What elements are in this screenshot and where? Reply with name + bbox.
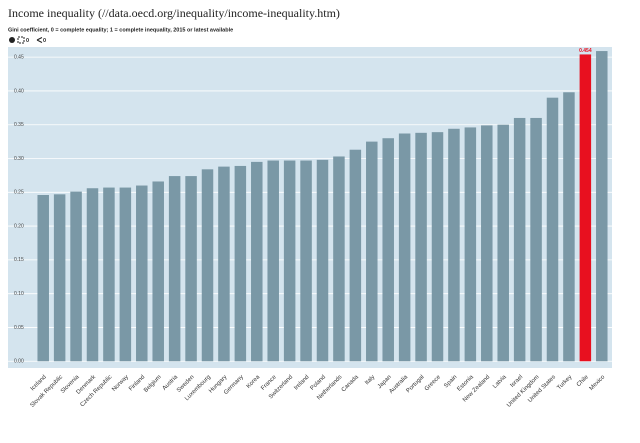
bar bbox=[103, 187, 115, 362]
x-tick-label: Greece bbox=[424, 374, 443, 393]
y-tick-label: 0.05 bbox=[14, 325, 24, 331]
x-tick-label: Latvia bbox=[492, 374, 508, 390]
x-tick-label: Mexico bbox=[589, 374, 607, 392]
y-tick-label: 0.15 bbox=[14, 257, 24, 263]
embed-count: 0 bbox=[26, 38, 29, 44]
info-icon[interactable] bbox=[9, 37, 15, 43]
bar bbox=[448, 128, 460, 362]
bar bbox=[185, 176, 197, 362]
x-tick-label: Belgium bbox=[143, 374, 163, 394]
bar bbox=[316, 159, 329, 362]
bar bbox=[333, 156, 345, 362]
x-tick-label: Portugal bbox=[406, 374, 426, 394]
x-tick-label: Israel bbox=[510, 374, 525, 389]
bar bbox=[579, 54, 592, 362]
bar bbox=[366, 141, 378, 362]
x-tick-label: Spain bbox=[443, 374, 458, 389]
bar bbox=[53, 194, 66, 362]
bar bbox=[136, 185, 148, 362]
bar bbox=[481, 125, 493, 362]
y-tick-label: 0.30 bbox=[14, 156, 24, 162]
bar bbox=[37, 194, 49, 362]
bar bbox=[398, 133, 411, 362]
y-tick-label: 0.10 bbox=[14, 291, 24, 297]
bar bbox=[201, 169, 214, 362]
bar bbox=[218, 166, 230, 362]
bar bbox=[152, 181, 164, 362]
bar bbox=[513, 117, 526, 362]
bar bbox=[382, 138, 394, 362]
bar bbox=[596, 51, 608, 362]
bar bbox=[464, 127, 477, 362]
bar bbox=[497, 124, 509, 362]
bar bbox=[168, 176, 181, 362]
x-tick-label: Italy bbox=[364, 374, 376, 386]
bar bbox=[415, 132, 427, 362]
share-icon[interactable] bbox=[36, 37, 43, 43]
bar bbox=[251, 161, 263, 362]
y-tick-label: 0.00 bbox=[14, 359, 24, 365]
x-tick-label: Czech Republic bbox=[79, 374, 113, 408]
bar bbox=[234, 165, 247, 362]
chart-subtitle: Gini coefficient, 0 = complete equality;… bbox=[8, 27, 233, 33]
expand-icon[interactable] bbox=[17, 36, 25, 44]
bar bbox=[119, 187, 132, 362]
y-tick-label: 0.20 bbox=[14, 223, 24, 229]
x-tick-label: Turkey bbox=[556, 374, 573, 391]
x-tick-label: Ireland bbox=[293, 374, 310, 391]
bar bbox=[86, 188, 99, 362]
y-tick-label: 0.25 bbox=[14, 190, 24, 196]
bar bbox=[267, 160, 279, 362]
bar bbox=[530, 117, 542, 362]
bar bbox=[546, 97, 559, 362]
x-tick-label: Slovak Republic bbox=[30, 374, 65, 409]
x-tick-label: Norway bbox=[111, 374, 130, 393]
x-tick-label: Canada bbox=[341, 374, 361, 394]
share-count: 0 bbox=[43, 38, 46, 44]
bar bbox=[431, 132, 444, 362]
y-tick-label: 0.40 bbox=[14, 88, 24, 94]
bar bbox=[349, 149, 362, 362]
bar bbox=[70, 191, 82, 362]
y-tick-label: 0.45 bbox=[14, 54, 24, 60]
value-label: 0.454 bbox=[579, 48, 592, 54]
y-tick-label: 0.35 bbox=[14, 122, 24, 128]
bar bbox=[563, 92, 575, 362]
bar bbox=[300, 160, 312, 362]
x-tick-label: Chile bbox=[576, 374, 590, 388]
bar bbox=[283, 160, 296, 362]
chart-title: Income inequality (//data.oecd.org/inequ… bbox=[8, 6, 340, 20]
